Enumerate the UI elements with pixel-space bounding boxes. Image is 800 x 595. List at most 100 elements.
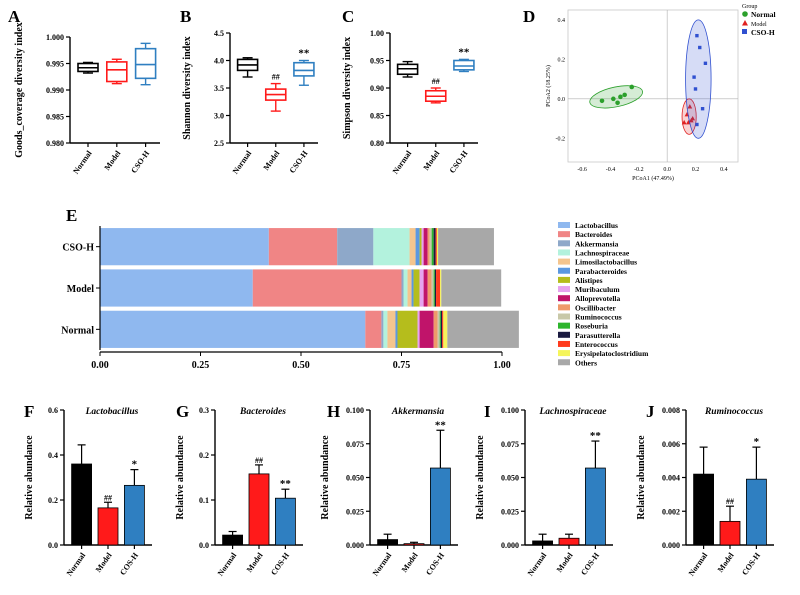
panel-f-bars: F Lactobacillus 0.0 0.2 0.4 0.6 Relative abund… <box>24 402 152 578</box>
x-axis-title: PCoA1 (47.49%) <box>632 175 674 182</box>
stack-segment-lactobacillus <box>100 228 269 266</box>
legend-swatch <box>558 304 570 311</box>
data-point <box>622 92 627 98</box>
y-tick-label: 0.000 <box>662 541 680 550</box>
stack-segment-others <box>441 269 502 307</box>
y-axis-title: Relative abundance <box>175 435 186 520</box>
panel-letter: D <box>523 7 535 26</box>
y-axis-title: Relative abundance <box>24 435 35 520</box>
x-tick-label: Model <box>103 148 123 172</box>
x-tick-label: Model <box>422 148 442 172</box>
panel-d-pcoa: D -0.6 -0.4 -0.2 0.0 0.2 0.4 -0.2 0.0 0.2 0.4 PCoA1… <box>523 4 776 182</box>
data-point <box>618 94 623 100</box>
y-tick-label: 0.990 <box>46 86 64 95</box>
box-body <box>106 61 128 83</box>
panel-title: Lactobacillus <box>85 407 139 417</box>
bar-cos-h <box>274 497 296 546</box>
legend-swatch <box>558 249 570 256</box>
y-tick-label: 2.5 <box>214 139 224 148</box>
legend-label: Alloprevotella <box>575 294 621 303</box>
legend-swatch <box>558 222 570 228</box>
box-body <box>293 61 315 77</box>
y-tick-label: 0.2 <box>558 57 566 63</box>
y-tick-label: 0.95 <box>370 57 384 66</box>
significance-label: ** <box>435 419 447 431</box>
y-tick-label: 0.0 <box>558 97 566 103</box>
legend-swatch <box>558 331 570 338</box>
legend-label: Alistipes <box>575 276 603 285</box>
data-point <box>599 98 605 104</box>
confidence-ellipse <box>685 19 712 139</box>
panel-title: Lachnospiraceae <box>538 407 607 417</box>
bar-cos-h <box>429 467 451 546</box>
y-tick-label: 0.002 <box>662 507 680 516</box>
legend-marker <box>742 11 748 17</box>
stack-segment-akkermansia <box>381 310 384 348</box>
y-tick-label: 0.80 <box>370 139 384 148</box>
legend-label: Normal <box>751 10 776 19</box>
stack-segment-muribaculum <box>417 310 420 348</box>
stack-segment-lachnospiraceae <box>373 228 410 266</box>
data-point <box>611 96 616 102</box>
significance-label: ** <box>280 478 292 490</box>
y-tick-label: 0.075 <box>501 440 519 449</box>
y-axis-title: PCoA2 (18.25%) <box>545 65 552 107</box>
y-axis-title: Goods_coverage diversity index <box>14 22 25 158</box>
stack-segment-erysipelatoclostridium <box>443 310 448 348</box>
stack-segment-limosilactobacillus <box>407 269 412 307</box>
panel-b-boxplot: B 2.5 3.0 3.5 4.0 4.5 Shannon diversity index N… <box>180 7 318 176</box>
legend-label: Parasutterella <box>575 331 621 340</box>
bar-normal <box>377 539 399 546</box>
y-tick-label: 0.985 <box>46 113 64 122</box>
significance-label: ## <box>255 456 263 465</box>
stack-segment-erysipelatoclostridium <box>436 228 439 266</box>
y-tick-label: 1.00 <box>370 29 384 38</box>
x-tick-label: COS-H <box>424 550 446 577</box>
panel-letter: E <box>66 206 77 225</box>
stack-segment-alistipes <box>397 310 418 348</box>
panel-c-boxplot: C 0.80 0.85 0.90 0.95 1.00 Simpson diversity i… <box>342 7 478 176</box>
stack-segment-enterococcus <box>436 269 441 307</box>
data-point <box>695 122 699 127</box>
y-tick-label: 0.90 <box>370 84 384 93</box>
box-normal <box>396 60 419 78</box>
x-tick-label: -0.6 <box>577 167 587 173</box>
stack-segment-muribaculum <box>419 269 424 307</box>
legend-label: Others <box>575 358 597 367</box>
stack-segment-muribaculum <box>421 228 424 266</box>
y-tick-label: 0.050 <box>346 474 364 483</box>
legend-marker <box>742 20 748 26</box>
legend-label: CSO-H <box>751 28 775 37</box>
group-normal <box>589 84 643 109</box>
y-tick-label: 3.0 <box>214 112 224 121</box>
y-tick-label: 0.4 <box>48 451 58 460</box>
panel-letter: J <box>646 402 655 421</box>
stack-segment-alloprevotella <box>423 228 428 266</box>
x-tick-label: Normal <box>687 550 710 577</box>
box-model <box>106 58 128 85</box>
stack-segment-akkermansia <box>337 228 374 266</box>
y-tick-label: 0.85 <box>370 112 384 121</box>
confidence-ellipse <box>681 98 697 135</box>
x-tick-label: -0.4 <box>606 167 616 173</box>
box-cso-h <box>134 42 157 86</box>
y-tick-label: 0.025 <box>501 507 519 516</box>
stack-segment-ruminococcus <box>437 310 440 348</box>
legend-title: Group <box>742 4 757 10</box>
x-tick-label: Model <box>400 550 420 574</box>
x-tick-label: 0.2 <box>692 167 700 173</box>
data-point <box>687 104 693 109</box>
stack-segment-roseburia <box>431 228 434 266</box>
legend-swatch <box>558 295 570 302</box>
significance-label: ** <box>298 48 310 60</box>
x-tick-label: Normal <box>231 148 254 175</box>
data-point <box>629 84 635 90</box>
panel-letter: A <box>8 7 21 26</box>
bar-normal <box>693 473 714 546</box>
stack-segment-roseburia <box>439 310 441 348</box>
panel-e-composition: E CSO-H Model Normal 0.00 0.25 0.50 0.75 1.00 Lac… <box>61 206 649 371</box>
y-tick-label: 0.025 <box>346 507 364 516</box>
y-tick-label: 0.4 <box>558 18 566 24</box>
panel-letter: G <box>176 402 189 421</box>
stack-segment-roseburia <box>433 269 435 307</box>
